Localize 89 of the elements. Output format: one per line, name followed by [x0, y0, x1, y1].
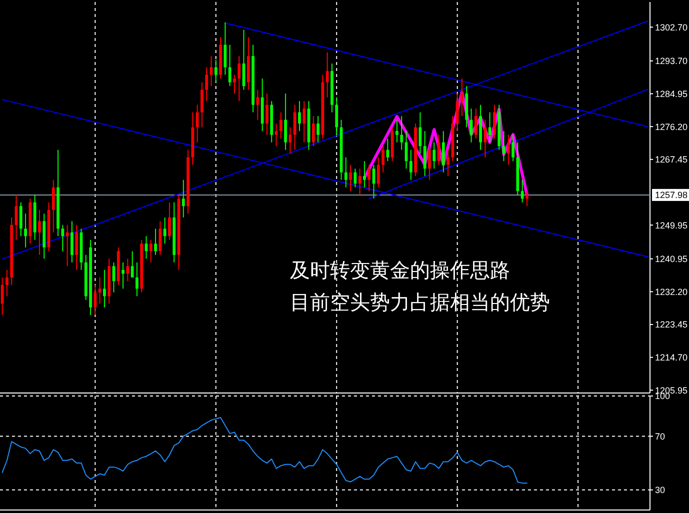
- y-tick-label: 1232.20: [655, 286, 688, 297]
- candlestick: [52, 179, 55, 233]
- candlestick: [302, 100, 306, 143]
- candlestick: [358, 168, 362, 196]
- candlestick: [6, 269, 8, 297]
- candlestick: [442, 130, 445, 173]
- candlestick: [158, 220, 162, 256]
- candlestick: [126, 258, 130, 282]
- candlestick: [423, 130, 426, 177]
- candlestick: [233, 74, 236, 94]
- candlestick: [61, 224, 64, 252]
- y-tick-label: 1205.95: [655, 385, 688, 396]
- candlestick: [0, 276, 4, 316]
- candlestick: [168, 202, 171, 240]
- candlestick: [312, 116, 315, 147]
- y-tick-label: 1240.95: [655, 254, 688, 264]
- candlestick: [130, 250, 134, 278]
- candlestick: [349, 164, 352, 192]
- candlestick: [293, 104, 296, 150]
- candlestick: [224, 22, 227, 76]
- annotation: 目前空头势力占据相当的优势: [290, 292, 550, 314]
- candlestick: [344, 156, 348, 188]
- candlestick: [354, 168, 357, 188]
- candlestick: [460, 78, 464, 117]
- candlestick: [376, 156, 380, 188]
- candlestick: [163, 216, 166, 244]
- candlestick: [526, 190, 528, 207]
- candlestick: [70, 220, 74, 263]
- ref-line-label: 1257.98: [655, 190, 688, 200]
- candlestick: [24, 213, 27, 248]
- y-tick-label: 1293.70: [655, 56, 688, 66]
- y-tick-label: 1302.70: [655, 22, 688, 32]
- candlestick: [228, 44, 232, 87]
- candlestick: [484, 119, 487, 158]
- candlestick: [488, 112, 492, 143]
- candlestick: [19, 202, 22, 237]
- candlestick: [94, 284, 97, 316]
- y-tick-label: 70: [655, 431, 666, 442]
- candlestick: [75, 224, 78, 270]
- line-series: [2, 416, 528, 484]
- candlestick: [200, 82, 204, 128]
- y-tick-label: 1214.70: [655, 352, 688, 363]
- candlestick: [409, 149, 412, 180]
- candlestick: [274, 123, 278, 147]
- candlestick: [396, 119, 398, 143]
- candlestick: [386, 138, 390, 162]
- candlestick: [205, 66, 208, 102]
- candlestick: [326, 52, 329, 98]
- candlestick: [214, 59, 218, 83]
- candlestick: [256, 89, 260, 120]
- y-tick-label: 1267.45: [655, 154, 688, 165]
- candlestick: [382, 146, 384, 173]
- candlestick: [428, 146, 431, 180]
- candlestick: [136, 262, 138, 297]
- y-tick-label: 1223.45: [655, 320, 688, 330]
- candlestick: [316, 116, 320, 143]
- candlestick: [363, 160, 366, 188]
- candlestick: [103, 269, 106, 308]
- candlestick: [493, 104, 496, 140]
- candlestick: [506, 134, 510, 166]
- y-tick-label: 30: [655, 485, 666, 496]
- candlestick: [66, 224, 69, 267]
- candlestick: [456, 93, 459, 132]
- candlestick: [335, 96, 338, 136]
- candlestick: [418, 112, 422, 154]
- candlestick: [288, 126, 292, 154]
- candlestick: [38, 209, 41, 256]
- candlestick: [238, 56, 241, 102]
- y-tick-label: 1284.95: [655, 88, 688, 99]
- candlestick: [266, 93, 268, 136]
- y-tick-label: 1276.20: [655, 122, 688, 132]
- candlestick: [400, 116, 404, 150]
- candlestick: [474, 108, 478, 140]
- candlestick: [98, 276, 102, 304]
- candlestick: [446, 149, 450, 177]
- candlestick: [512, 134, 514, 162]
- candlestick: [122, 262, 124, 290]
- candlestick: [520, 179, 524, 203]
- candlestick: [279, 112, 282, 140]
- candlestick: [284, 93, 287, 150]
- candlestick: [432, 142, 436, 170]
- candlestick: [149, 239, 152, 263]
- y-tick-label: 1249.95: [655, 220, 688, 230]
- candlestick: [154, 228, 157, 256]
- candlestick: [196, 104, 199, 143]
- candlestick: [368, 164, 371, 192]
- candlestick: [298, 100, 301, 132]
- annotation: 及时转变黄金的操作思路: [290, 260, 510, 282]
- candlestick: [182, 179, 185, 218]
